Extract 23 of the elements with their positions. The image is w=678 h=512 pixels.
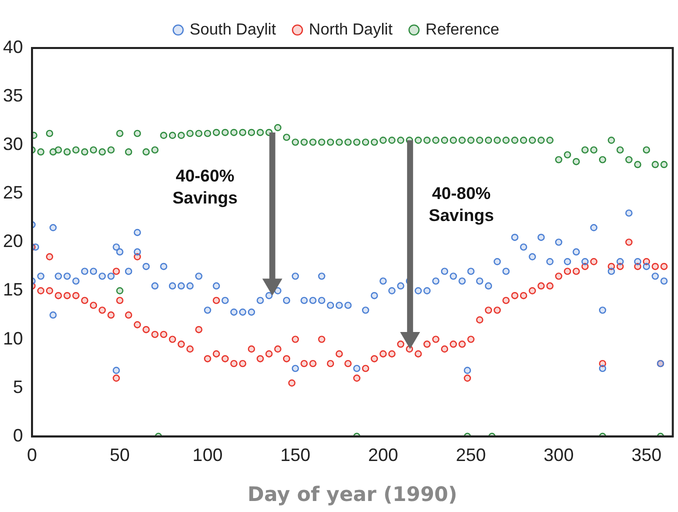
x-tick-label: 100 bbox=[192, 445, 223, 466]
x-tick-label: 200 bbox=[368, 445, 398, 466]
y-tick-label: 30 bbox=[2, 134, 24, 154]
x-tick-label: 300 bbox=[544, 445, 574, 466]
y-tick-label: 10 bbox=[2, 328, 24, 348]
y-tick-label: 20 bbox=[2, 231, 24, 252]
annotation: 40-80% Savings bbox=[428, 184, 494, 225]
y-tick-label: 25 bbox=[2, 182, 24, 203]
legend-label: Reference bbox=[426, 21, 500, 38]
x-tick-label: 0 bbox=[27, 445, 38, 466]
x-axis-title: Day of year (1990) bbox=[248, 482, 458, 506]
y-tick-label: 0 bbox=[13, 425, 24, 446]
legend-label: North Daylit bbox=[308, 21, 394, 38]
x-tick-label: 150 bbox=[280, 445, 310, 466]
annotation: 40-60% Savings bbox=[172, 166, 238, 208]
x-tick-label: 50 bbox=[110, 445, 130, 466]
y-tick-label: 35 bbox=[2, 86, 24, 106]
y-tick-label: 40 bbox=[2, 36, 24, 57]
x-tick-label: 350 bbox=[631, 445, 662, 466]
y-tick-label: 15 bbox=[2, 280, 24, 300]
y-tick-label: 5 bbox=[13, 376, 24, 397]
x-tick-label: 250 bbox=[456, 445, 486, 466]
legend-label: South Daylit bbox=[190, 21, 276, 38]
